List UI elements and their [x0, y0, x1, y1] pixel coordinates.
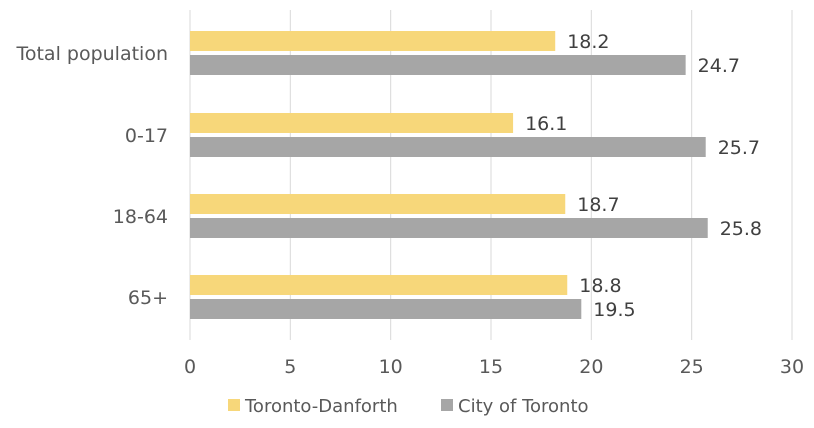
bar [190, 113, 514, 133]
bar [190, 31, 556, 51]
bar [190, 275, 568, 295]
bar [190, 299, 582, 319]
x-tick-label: 30 [780, 356, 804, 378]
x-tick-label: 0 [184, 356, 196, 378]
x-tick-label: 15 [479, 356, 503, 378]
data-label: 16.1 [525, 113, 567, 135]
x-axis-ticks: 0 5 10 15 20 25 30 [184, 356, 804, 378]
data-label: 25.8 [720, 218, 762, 240]
bar [190, 55, 686, 75]
data-label: 24.7 [698, 55, 740, 77]
data-label: 18.2 [567, 31, 609, 53]
x-tick-label: 25 [680, 356, 704, 378]
x-tick-label: 5 [284, 356, 296, 378]
category-label: 18-64 [113, 206, 168, 228]
bar [190, 218, 708, 238]
category-label: Total population [15, 43, 168, 65]
legend-swatch [441, 399, 453, 411]
data-labels: 18.2 24.7 16.1 25.7 18.7 25.8 18.819.5 [525, 31, 762, 321]
category-label: 65+ [128, 287, 168, 309]
data-label: 18.7 [577, 194, 619, 216]
bar [190, 194, 566, 214]
bar [190, 137, 706, 157]
category-label: 0-17 [125, 125, 168, 147]
legend-swatch [228, 399, 240, 411]
legend-label: Toronto-Danforth [244, 396, 398, 417]
x-tick-label: 10 [379, 356, 403, 378]
legend: Toronto-Danforth City of Toronto [228, 396, 589, 417]
category-labels: Total population 0-17 18-64 65+ [15, 43, 168, 309]
bars [190, 31, 708, 319]
legend-label: City of Toronto [458, 396, 589, 417]
x-tick-label: 20 [579, 356, 603, 378]
data-label: 19.5 [593, 299, 635, 321]
data-label: 18.8 [579, 275, 621, 297]
data-label: 25.7 [718, 137, 760, 159]
